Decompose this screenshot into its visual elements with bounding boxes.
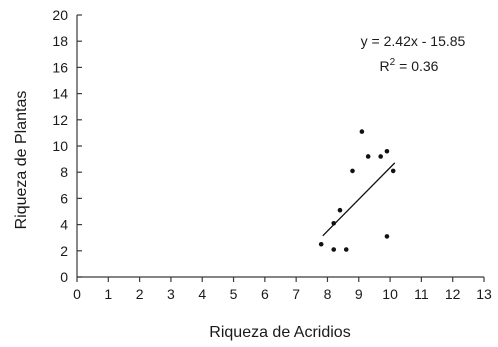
y-tick-label: 4 bbox=[60, 217, 68, 233]
data-point bbox=[343, 247, 349, 252]
r-squared-symbol: R bbox=[380, 58, 390, 74]
x-tick-label: 13 bbox=[476, 286, 492, 302]
y-tick-label: 2 bbox=[60, 243, 68, 259]
trendline-equation: y = 2.42x - 15.85 bbox=[361, 33, 466, 49]
x-tick-label: 9 bbox=[355, 286, 363, 302]
x-tick-label: 10 bbox=[382, 286, 398, 302]
x-tick-label: 3 bbox=[167, 286, 175, 302]
y-tick-label: 12 bbox=[52, 112, 68, 128]
x-tick-label: 2 bbox=[136, 286, 144, 302]
y-tick-label: 8 bbox=[60, 164, 68, 180]
y-axis-title: Riqueza de Plantas bbox=[13, 91, 30, 230]
y-tick-label: 14 bbox=[52, 86, 68, 102]
x-tick-label: 7 bbox=[292, 286, 300, 302]
x-tick-label: 4 bbox=[198, 286, 206, 302]
y-tick-label: 20 bbox=[52, 7, 68, 23]
x-tick-label: 0 bbox=[73, 286, 81, 302]
data-point bbox=[331, 247, 337, 252]
r-squared-superscript: 2 bbox=[390, 57, 396, 68]
x-tick-label: 8 bbox=[324, 286, 332, 302]
x-ticks: 0 1 2 3 4 5 6 7 8 9 10 11 12 13 bbox=[73, 277, 492, 302]
data-point bbox=[318, 241, 324, 247]
r-squared-value: = 0.36 bbox=[395, 58, 438, 74]
x-tick-label: 6 bbox=[261, 286, 269, 302]
y-tick-label: 18 bbox=[52, 33, 68, 49]
x-tick-label: 5 bbox=[230, 286, 238, 302]
y-tick-label: 6 bbox=[60, 190, 68, 206]
data-point bbox=[337, 207, 343, 213]
y-tick-label: 10 bbox=[52, 138, 68, 154]
data-point bbox=[331, 220, 337, 226]
data-point bbox=[390, 168, 396, 174]
data-points bbox=[318, 129, 396, 252]
data-point bbox=[350, 168, 355, 174]
data-point bbox=[365, 154, 371, 159]
x-tick-label: 1 bbox=[104, 286, 112, 302]
x-axis-title: Riqueza de Acridios bbox=[209, 324, 350, 341]
trendline bbox=[322, 162, 396, 237]
data-point bbox=[359, 129, 365, 134]
y-tick-label: 0 bbox=[60, 269, 68, 285]
data-point bbox=[378, 154, 383, 159]
data-point bbox=[384, 234, 390, 239]
x-tick-label: 11 bbox=[414, 286, 429, 302]
r-squared-label: R2 = 0.36 bbox=[380, 57, 439, 74]
x-tick-label: 12 bbox=[445, 286, 461, 302]
y-ticks: 0 2 4 6 8 10 12 14 16 18 20 bbox=[52, 7, 82, 285]
data-point bbox=[384, 148, 390, 154]
axes bbox=[76, 15, 484, 278]
y-tick-label: 16 bbox=[52, 59, 68, 75]
